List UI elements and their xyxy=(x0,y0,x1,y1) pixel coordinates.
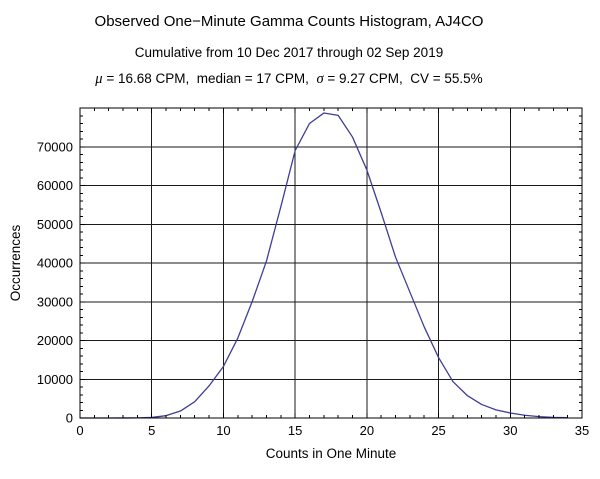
histogram-curve xyxy=(80,112,568,419)
x-tick-labels: 0 5 10 15 20 25 30 35 xyxy=(76,423,589,438)
y-tick-label: 0 xyxy=(66,411,73,426)
y-tick-label: 40000 xyxy=(37,256,73,271)
x-tick-label: 10 xyxy=(216,423,230,438)
axis-ticks xyxy=(79,108,583,419)
chart-stats-line: μ = 16.68 CPM, median = 17 CPM, σ = 9.27… xyxy=(95,71,483,87)
x-tick-label: 5 xyxy=(148,423,155,438)
grid-lines xyxy=(80,108,582,418)
y-tick-label: 60000 xyxy=(37,178,73,193)
chart-title: Observed One−Minute Gamma Counts Histogr… xyxy=(94,13,484,30)
histogram-curve-line xyxy=(80,112,568,419)
x-tick-label: 35 xyxy=(575,423,589,438)
x-tick-label: 20 xyxy=(360,423,374,438)
x-tick-label: 30 xyxy=(503,423,517,438)
y-tick-labels: 0 10000 20000 30000 40000 50000 60000 70000 xyxy=(37,139,73,425)
chart-subtitle: Cumulative from 10 Dec 2017 through 02 S… xyxy=(134,45,444,60)
x-axis-label: Counts in One Minute xyxy=(266,446,397,461)
y-tick-label: 70000 xyxy=(37,139,73,154)
x-tick-label: 0 xyxy=(76,423,83,438)
x-tick-label: 15 xyxy=(288,423,302,438)
y-tick-label: 10000 xyxy=(37,372,73,387)
y-tick-label: 50000 xyxy=(37,217,73,232)
y-tick-label: 20000 xyxy=(37,333,73,348)
y-tick-label: 30000 xyxy=(37,294,73,309)
x-tick-label: 25 xyxy=(431,423,445,438)
y-axis-label: Occurrences xyxy=(8,224,23,301)
